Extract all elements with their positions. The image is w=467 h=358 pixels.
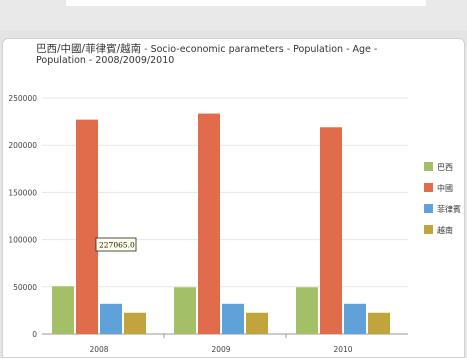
legend-swatch	[424, 162, 433, 171]
bar[interactable]	[174, 287, 196, 334]
chart-title-parameters: Socio-economic parameters - Population -…	[36, 44, 378, 66]
y-tick-label: 150000	[8, 188, 37, 197]
legend-label: 菲律賓	[437, 204, 461, 214]
bar[interactable]	[124, 312, 146, 334]
legend-swatch	[424, 225, 433, 234]
legend-label: 越南	[437, 225, 453, 235]
bar[interactable]	[296, 287, 318, 334]
bar[interactable]	[222, 303, 244, 334]
bar[interactable]	[368, 312, 390, 334]
legend-label: 巴西	[437, 163, 453, 172]
bar[interactable]	[344, 303, 366, 334]
bar[interactable]	[100, 303, 122, 334]
bar[interactable]	[52, 286, 74, 334]
tooltip-value: 227065.0	[99, 241, 135, 250]
legend-label: 中國	[437, 183, 453, 193]
y-tick-label: 50000	[13, 283, 37, 292]
y-tick-label: 100000	[8, 236, 37, 245]
chart-title: 巴西/中國/菲律賓/越南 - Socio-economic parameters…	[36, 43, 378, 67]
legend-swatch	[424, 183, 433, 192]
top-strip	[66, 0, 426, 6]
bar[interactable]	[246, 312, 268, 334]
bar[interactable]	[76, 119, 98, 335]
x-tick-label: 2010	[333, 345, 352, 354]
y-tick-label: 250000	[8, 94, 37, 103]
y-tick-label: 200000	[8, 141, 37, 150]
legend-swatch	[424, 204, 433, 213]
x-tick-label: 2008	[89, 345, 108, 354]
bar[interactable]	[198, 113, 220, 335]
y-tick-label: 0	[32, 330, 37, 339]
tooltip-box	[95, 237, 137, 252]
bar[interactable]	[320, 127, 342, 334]
x-tick-label: 2009	[211, 345, 230, 354]
chart-title-countries: 巴西/中國/菲律賓/越南	[36, 43, 142, 55]
